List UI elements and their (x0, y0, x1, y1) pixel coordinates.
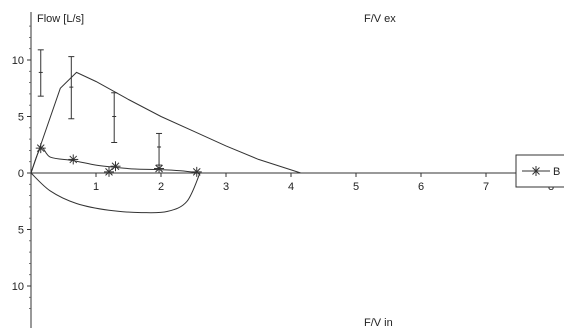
chart-axes (30, 12, 516, 328)
chart-markers (35, 143, 202, 177)
legend-asterisk-shape (531, 166, 541, 176)
x-tick-label: 5 (353, 181, 359, 193)
x-tick-label: 4 (288, 181, 294, 193)
y-axis-label: Flow [L/s] (37, 13, 84, 25)
legend-asterisk-marker (531, 166, 541, 176)
y-tick-lower-label: 10 (12, 281, 24, 293)
measured-asterisk-marker (154, 163, 165, 174)
measured-asterisk-marker (110, 161, 121, 172)
measured-asterisk-marker (68, 154, 79, 165)
x-tick-label: 7 (483, 181, 489, 193)
predicted-expiratory-line (30, 71, 301, 174)
x-tick-label: 2 (158, 181, 164, 193)
y-tick-lower-label: 5 (18, 225, 24, 237)
y-tick-upper-label: 5 (18, 112, 24, 124)
measured-asterisk-marker (104, 166, 114, 177)
measured-expiratory-line (30, 147, 201, 174)
x-tick-label: 6 (418, 181, 424, 193)
measured-asterisk-marker (191, 166, 202, 177)
x-tick-label: 1 (93, 181, 99, 193)
chart-curves (30, 49, 301, 214)
y-tick-upper-label: 10 (12, 55, 24, 67)
y-tick-zero-label: 0 (18, 168, 24, 180)
x-tick-label: 3 (223, 181, 229, 193)
chart-title-bottom: F/V in (364, 317, 393, 329)
chart-title-top: F/V ex (364, 13, 396, 25)
legend: B (515, 154, 564, 188)
measured-inspiratory-line (30, 172, 201, 214)
legend-entry-label: B (553, 166, 560, 178)
measured-asterisk-marker (35, 143, 46, 154)
